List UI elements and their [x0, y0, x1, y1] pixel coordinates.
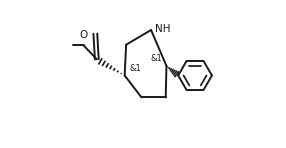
- Text: NH: NH: [155, 24, 170, 34]
- Text: &1: &1: [150, 54, 162, 63]
- Text: O: O: [80, 30, 88, 40]
- Text: &1: &1: [129, 63, 141, 73]
